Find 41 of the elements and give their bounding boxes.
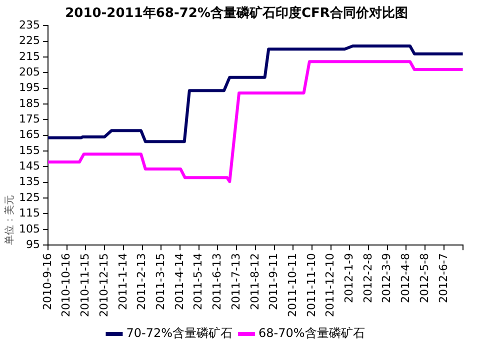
y-tick-label: 175 — [18, 112, 40, 126]
x-tick-label: 2011-3-15 — [154, 253, 167, 310]
y-axis-title: 单位：美元 — [4, 195, 16, 246]
chart-title: 2010-2011年68-72%含量磷矿石印度CFR合同价对比图 — [65, 5, 408, 22]
x-tick-label: 2011-5-14 — [192, 253, 205, 310]
x-tick-label: 2011-6-13 — [210, 253, 224, 310]
x-tick-label: 2011-12-10 — [324, 253, 337, 318]
x-tick-label: 2011-2-13 — [135, 253, 148, 310]
x-tick-label: 2010-10-16 — [60, 253, 73, 318]
y-tick-label: 225 — [18, 34, 40, 48]
y-tick-label: 165 — [18, 128, 40, 142]
y-tick-label: 125 — [18, 190, 40, 204]
y-tick-label: 135 — [18, 175, 40, 188]
y-tick-label: 155 — [18, 144, 40, 157]
y-tick-label: 105 — [18, 222, 40, 236]
x-tick-label: 2011-9-11 — [267, 253, 280, 310]
x-tick-label: 2011-8-12 — [248, 253, 262, 310]
legend-label: 70-72%含量磷矿石 — [126, 326, 233, 340]
x-tick-label: 2011-7-13 — [229, 253, 242, 310]
x-tick-label: 2012-1-9 — [342, 253, 356, 304]
y-tick-label: 235 — [18, 18, 40, 32]
x-tick-label: 2010-9-16 — [40, 253, 54, 310]
x-tick-label: 2010-12-15 — [97, 253, 110, 318]
x-tick-label: 2012-3-9 — [380, 253, 394, 304]
x-tick-label: 2011-10-11 — [286, 253, 299, 318]
x-tick-label: 2012-4-8 — [399, 253, 412, 304]
y-tick-label: 185 — [18, 96, 40, 110]
x-tick-label: 2011-4-14 — [172, 253, 186, 310]
y-tick-label: 145 — [18, 160, 40, 173]
x-tick-label: 2012-2-8 — [361, 253, 374, 304]
y-tick-label: 95 — [26, 238, 40, 251]
x-tick-label: 2012-5-8 — [418, 253, 431, 304]
x-tick-label: 2011-11-10 — [304, 253, 318, 318]
x-tick-label: 2011-1-14 — [116, 253, 130, 310]
y-tick-label: 195 — [18, 81, 40, 94]
y-tick-label: 205 — [18, 65, 40, 78]
x-tick-label: 2012-6-7 — [436, 253, 450, 304]
y-tick-label: 115 — [18, 206, 40, 220]
legend-label: 68-70%含量磷矿石 — [258, 326, 365, 340]
x-tick-label: 2010-11-15 — [78, 253, 92, 318]
y-tick-label: 215 — [18, 50, 40, 63]
